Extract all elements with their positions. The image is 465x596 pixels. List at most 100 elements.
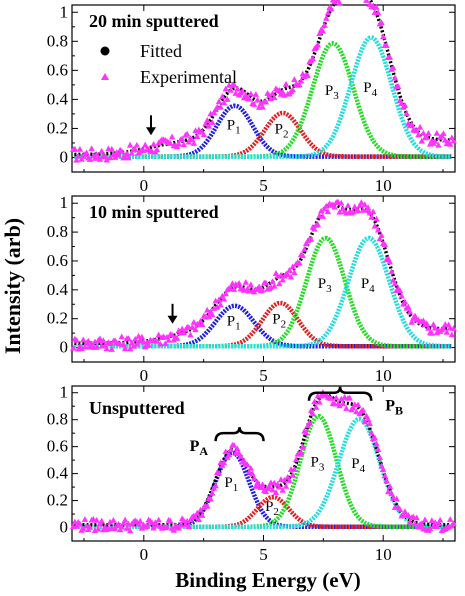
experimental-point: [339, 400, 347, 407]
experimental-point: [215, 98, 223, 105]
experimental-point: [353, 408, 360, 415]
experimental-point: [279, 276, 286, 283]
experimental-point: [247, 464, 255, 471]
experimental-point: [214, 303, 221, 310]
experimental-point: [319, 213, 327, 219]
experimental-point: [331, 0, 338, 5]
experimental-point: [227, 86, 234, 93]
experimental-point: [324, 208, 332, 215]
experimental-point: [388, 490, 395, 497]
experimental-point: [311, 225, 318, 232]
x-tick-label: 5: [259, 176, 268, 195]
experimental-point: [443, 328, 451, 335]
experimental-point: [304, 422, 311, 429]
experimental-point: [126, 141, 134, 148]
experimental-point: [239, 87, 246, 94]
experimental-point: [314, 41, 322, 48]
experimental-point: [222, 85, 229, 92]
x-tick-label: 5: [259, 545, 268, 564]
experimental-point: [379, 33, 387, 40]
experimental-point: [69, 344, 77, 351]
experimental-point: [374, 446, 382, 452]
experimental-point: [180, 141, 187, 148]
experimental-point: [364, 204, 372, 211]
experimental-points: [69, 198, 457, 352]
experimental-point: [168, 331, 176, 338]
experimental-point: [292, 456, 300, 463]
experimental-point: [450, 520, 457, 526]
experimental-point: [73, 336, 80, 343]
peak-label-p1: P1: [227, 118, 241, 137]
experimental-point: [242, 278, 249, 285]
experimental-point: [133, 340, 141, 347]
experimental-point: [393, 495, 400, 502]
experimental-point: [115, 520, 122, 527]
experimental-point: [316, 30, 323, 37]
experimental-point: [324, 9, 332, 16]
experimental-point: [193, 133, 201, 139]
experimental-point: [142, 343, 149, 350]
experimental-point: [259, 481, 266, 488]
experimental-point: [173, 335, 181, 341]
experimental-point: [314, 221, 322, 228]
experimental-point: [192, 513, 199, 520]
experimental-point: [185, 138, 193, 145]
experimental-point: [448, 331, 456, 338]
experimental-point: [385, 488, 392, 495]
experimental-point: [396, 506, 404, 512]
experimental-point: [111, 525, 119, 532]
experimental-point: [281, 476, 288, 483]
experimental-point: [230, 441, 238, 448]
experimental-point: [121, 345, 129, 352]
experimental-point: [374, 226, 382, 233]
experimental-point: [406, 518, 414, 525]
experimental-point: [436, 516, 444, 523]
experimental-point: [212, 482, 219, 489]
x-tick-label: 0: [140, 176, 149, 195]
experimental-point: [157, 340, 164, 347]
experimental-point: [304, 72, 311, 79]
experimental-point: [331, 203, 338, 210]
experimental-point: [312, 404, 320, 410]
x-tick-label: 0: [140, 366, 149, 385]
experimental-point: [192, 326, 199, 333]
group-label: PA: [190, 438, 209, 458]
experimental-point: [338, 199, 345, 206]
experimental-point: [279, 487, 286, 493]
panel-title: 10 min sputtered: [89, 202, 219, 222]
experimental-point: [219, 93, 226, 100]
experimental-point: [133, 141, 141, 148]
experimental-point: [86, 156, 94, 162]
peak-p2-curve: [74, 494, 452, 529]
experimental-point: [170, 336, 177, 343]
experimental-point: [269, 486, 276, 493]
experimental-point: [364, 415, 372, 422]
experimental-point: [131, 335, 139, 342]
experimental-point: [289, 86, 296, 93]
peak-label-p4: P4: [363, 80, 377, 99]
peak-label-p1: P1: [227, 313, 241, 332]
experimental-point: [126, 527, 134, 534]
experimental-point: [145, 341, 152, 348]
peak-label-p2: P2: [272, 312, 286, 331]
y-tick-label: 0.8: [47, 410, 68, 429]
panel-title: Unsputtered: [89, 398, 185, 418]
experimental-point: [366, 420, 373, 427]
experimental-point: [426, 525, 434, 532]
experimental-point: [317, 207, 325, 214]
experimental-point: [199, 512, 206, 518]
experimental-point: [368, 213, 375, 220]
experimental-point: [215, 469, 223, 476]
experimental-point: [282, 80, 290, 87]
y-tick-label: 0.6: [47, 437, 68, 456]
experimental-point: [163, 523, 171, 530]
experimental-point: [289, 263, 296, 270]
experimental-point: [343, 405, 350, 411]
experimental-point: [168, 133, 176, 140]
y-tick-label: 0.6: [47, 60, 68, 79]
experimental-point: [85, 337, 92, 344]
experimental-point: [200, 131, 208, 138]
experimental-point: [106, 154, 114, 161]
experimental-point: [76, 520, 84, 527]
